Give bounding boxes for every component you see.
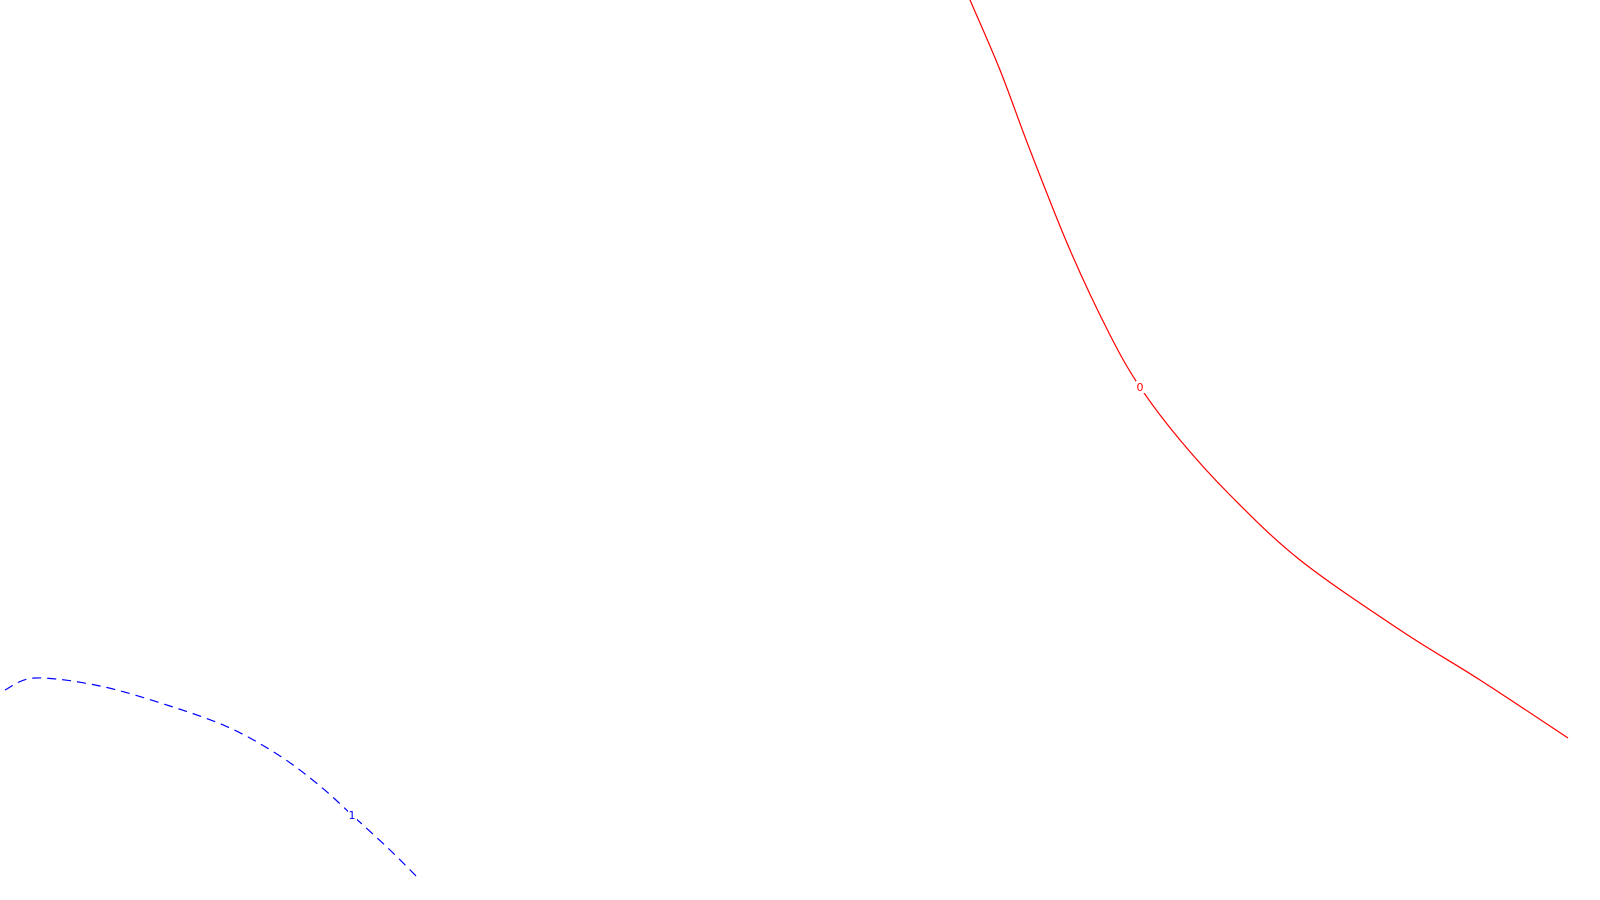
series-layer: 01 (4, 0, 1569, 881)
contour-label-1: 1 (349, 809, 356, 822)
contour-line-1 (4, 677, 421, 881)
contour-line-0 (969, 0, 1569, 739)
contour-label-gap (1136, 381, 1145, 393)
contour-label-0: 0 (1137, 381, 1144, 394)
contour-label-gap (348, 809, 357, 821)
